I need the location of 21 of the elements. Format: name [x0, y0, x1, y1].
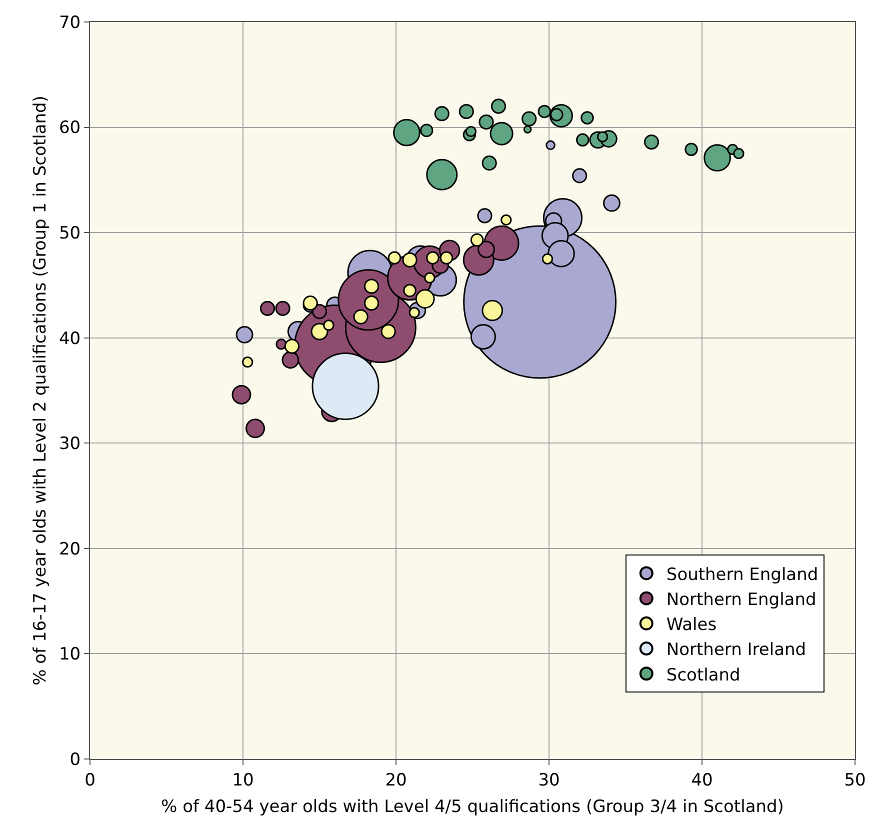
- y-tick-label: 60: [58, 118, 81, 138]
- y-tick-label: 0: [70, 750, 81, 770]
- x-tick-label: 10: [232, 770, 254, 790]
- x-tick-label: 30: [538, 770, 560, 790]
- y-tick-label: 30: [58, 434, 81, 454]
- y-tick-label: 70: [58, 12, 81, 33]
- y-tick-label: 40: [58, 328, 81, 349]
- legend-label: Southern England: [666, 564, 818, 585]
- x-axis-title: % of 40-54 year olds with Level 4/5 qualifications (Group 3/4 in Scotland): [161, 796, 784, 817]
- x-tick-label: 20: [385, 770, 407, 790]
- legend-label: Northern England: [666, 590, 816, 610]
- x-tick-label: 40: [691, 770, 713, 790]
- x-tick-label: 0: [84, 770, 96, 790]
- y-tick-label: 10: [58, 644, 81, 665]
- legend-label: Wales: [666, 615, 717, 636]
- legend-label: Northern Ireland: [666, 640, 806, 660]
- y-axis-title: % of 16-17 year olds with Level 2 qualifications (Group 1 in Scotland): [30, 96, 51, 686]
- y-tick-label: 20: [58, 539, 81, 560]
- legend-label: Scotland: [666, 665, 740, 686]
- x-tick-label: 50: [844, 770, 866, 790]
- y-tick-label: 50: [58, 224, 81, 244]
